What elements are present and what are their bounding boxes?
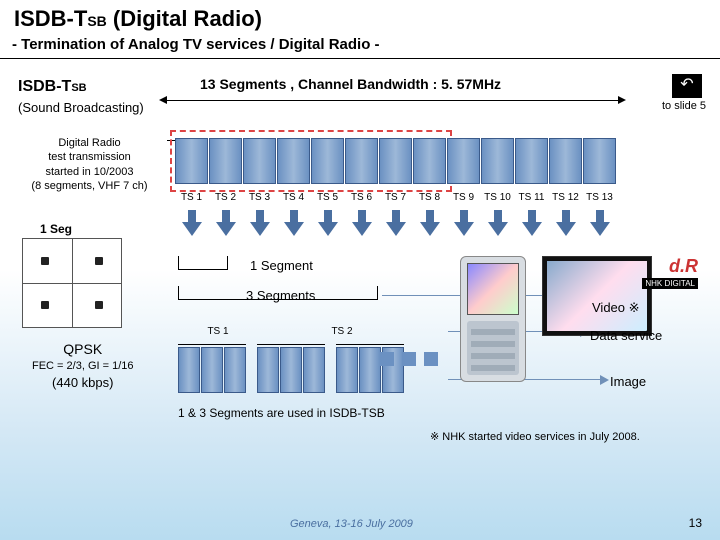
ts-label: TS 1 xyxy=(175,192,208,203)
down-arrow-icon xyxy=(379,210,412,236)
title-rest: (Digital Radio) xyxy=(107,6,262,31)
ts-label: TS 6 xyxy=(345,192,378,203)
ts-label-row: TS 1TS 2TS 3TS 4TS 5TS 6TS 7TS 8TS 9TS 1… xyxy=(175,192,616,203)
video-label: Video ※ xyxy=(592,300,640,316)
dr-sub-logo: NHK DIGITAL xyxy=(642,278,698,289)
segment xyxy=(515,138,548,184)
test-transmission-note: Digital Radio test transmission started … xyxy=(12,136,167,193)
arrow-row xyxy=(175,210,616,236)
title-main: ISDB-T xyxy=(14,6,87,31)
down-arrow-icon xyxy=(175,210,208,236)
down-arrow-icon xyxy=(209,210,242,236)
three-segments-label: 3 Segments xyxy=(246,288,315,303)
down-arrow-icon xyxy=(515,210,548,236)
down-arrow-icon xyxy=(345,210,378,236)
bandwidth-arrow xyxy=(165,100,620,101)
ts-label: TS 5 xyxy=(311,192,344,203)
down-arrow-icon xyxy=(583,210,616,236)
down-arrow-icon xyxy=(243,210,276,236)
segment-row-13 xyxy=(175,138,616,184)
title-sub: SB xyxy=(87,13,106,29)
ts-label: TS 2 xyxy=(209,192,242,203)
segment xyxy=(311,138,344,184)
back-button[interactable]: ↶ xyxy=(672,74,702,98)
sound-broadcasting-label: (Sound Broadcasting) xyxy=(18,100,144,115)
qpsk-params: QPSK FEC = 2/3, GI = 1/16 (440 kbps) xyxy=(32,340,134,391)
ellipsis-squares xyxy=(380,352,438,366)
ts-label: TS 9 xyxy=(447,192,480,203)
page-title: ISDB-TSB (Digital Radio) xyxy=(14,6,262,32)
footnote: ※ NHK started video services in July 200… xyxy=(430,430,640,443)
segment xyxy=(277,138,310,184)
qpsk-constellation xyxy=(22,238,122,328)
to-slide-label: to slide 5 xyxy=(662,100,706,112)
down-arrow-icon xyxy=(311,210,344,236)
footer-location: Geneva, 13-16 July 2009 xyxy=(290,518,413,530)
ts-label: TS 3 xyxy=(243,192,276,203)
ts-label: TS 13 xyxy=(583,192,616,203)
ts-label: TS 12 xyxy=(549,192,582,203)
data-service-label: Data service xyxy=(590,328,662,343)
segment xyxy=(447,138,480,184)
one-segment-brace xyxy=(178,256,228,270)
tv-graphic xyxy=(542,256,652,336)
segment xyxy=(379,138,412,184)
down-arrow-icon xyxy=(481,210,514,236)
footer-page-number: 13 xyxy=(689,516,702,530)
segment xyxy=(345,138,378,184)
ts-label: TS 8 xyxy=(413,192,446,203)
ts-label: TS 7 xyxy=(379,192,412,203)
dr-logo: d.R xyxy=(669,256,698,277)
down-arrow-icon xyxy=(277,210,310,236)
image-label: Image xyxy=(610,374,646,389)
segment xyxy=(243,138,276,184)
segment xyxy=(413,138,446,184)
ts-label: TS 10 xyxy=(481,192,514,203)
page-subtitle: - Termination of Analog TV services / Di… xyxy=(12,36,380,53)
ts-label: TS 4 xyxy=(277,192,310,203)
segment xyxy=(209,138,242,184)
down-arrow-icon xyxy=(447,210,480,236)
title-divider xyxy=(0,58,720,59)
one-segment-label: 1 Segment xyxy=(250,258,313,273)
down-arrow-icon xyxy=(413,210,446,236)
segment xyxy=(549,138,582,184)
segment xyxy=(175,138,208,184)
mobile-device-graphic xyxy=(460,256,526,382)
isdb-label: ISDB-TSB xyxy=(18,78,87,96)
ts-label: TS 11 xyxy=(515,192,548,203)
segment-row-bottom xyxy=(178,344,414,393)
segment xyxy=(481,138,514,184)
used-segments-label: 1 & 3 Segments are used in ISDB-TSB xyxy=(178,406,385,420)
bandwidth-label: 13 Segments , Channel Bandwidth : 5. 57M… xyxy=(200,76,501,92)
ts12-labels: TS 1 TS 2 xyxy=(178,326,382,337)
down-arrow-icon xyxy=(549,210,582,236)
one-seg-title: 1 Seg xyxy=(40,222,72,236)
segment xyxy=(583,138,616,184)
